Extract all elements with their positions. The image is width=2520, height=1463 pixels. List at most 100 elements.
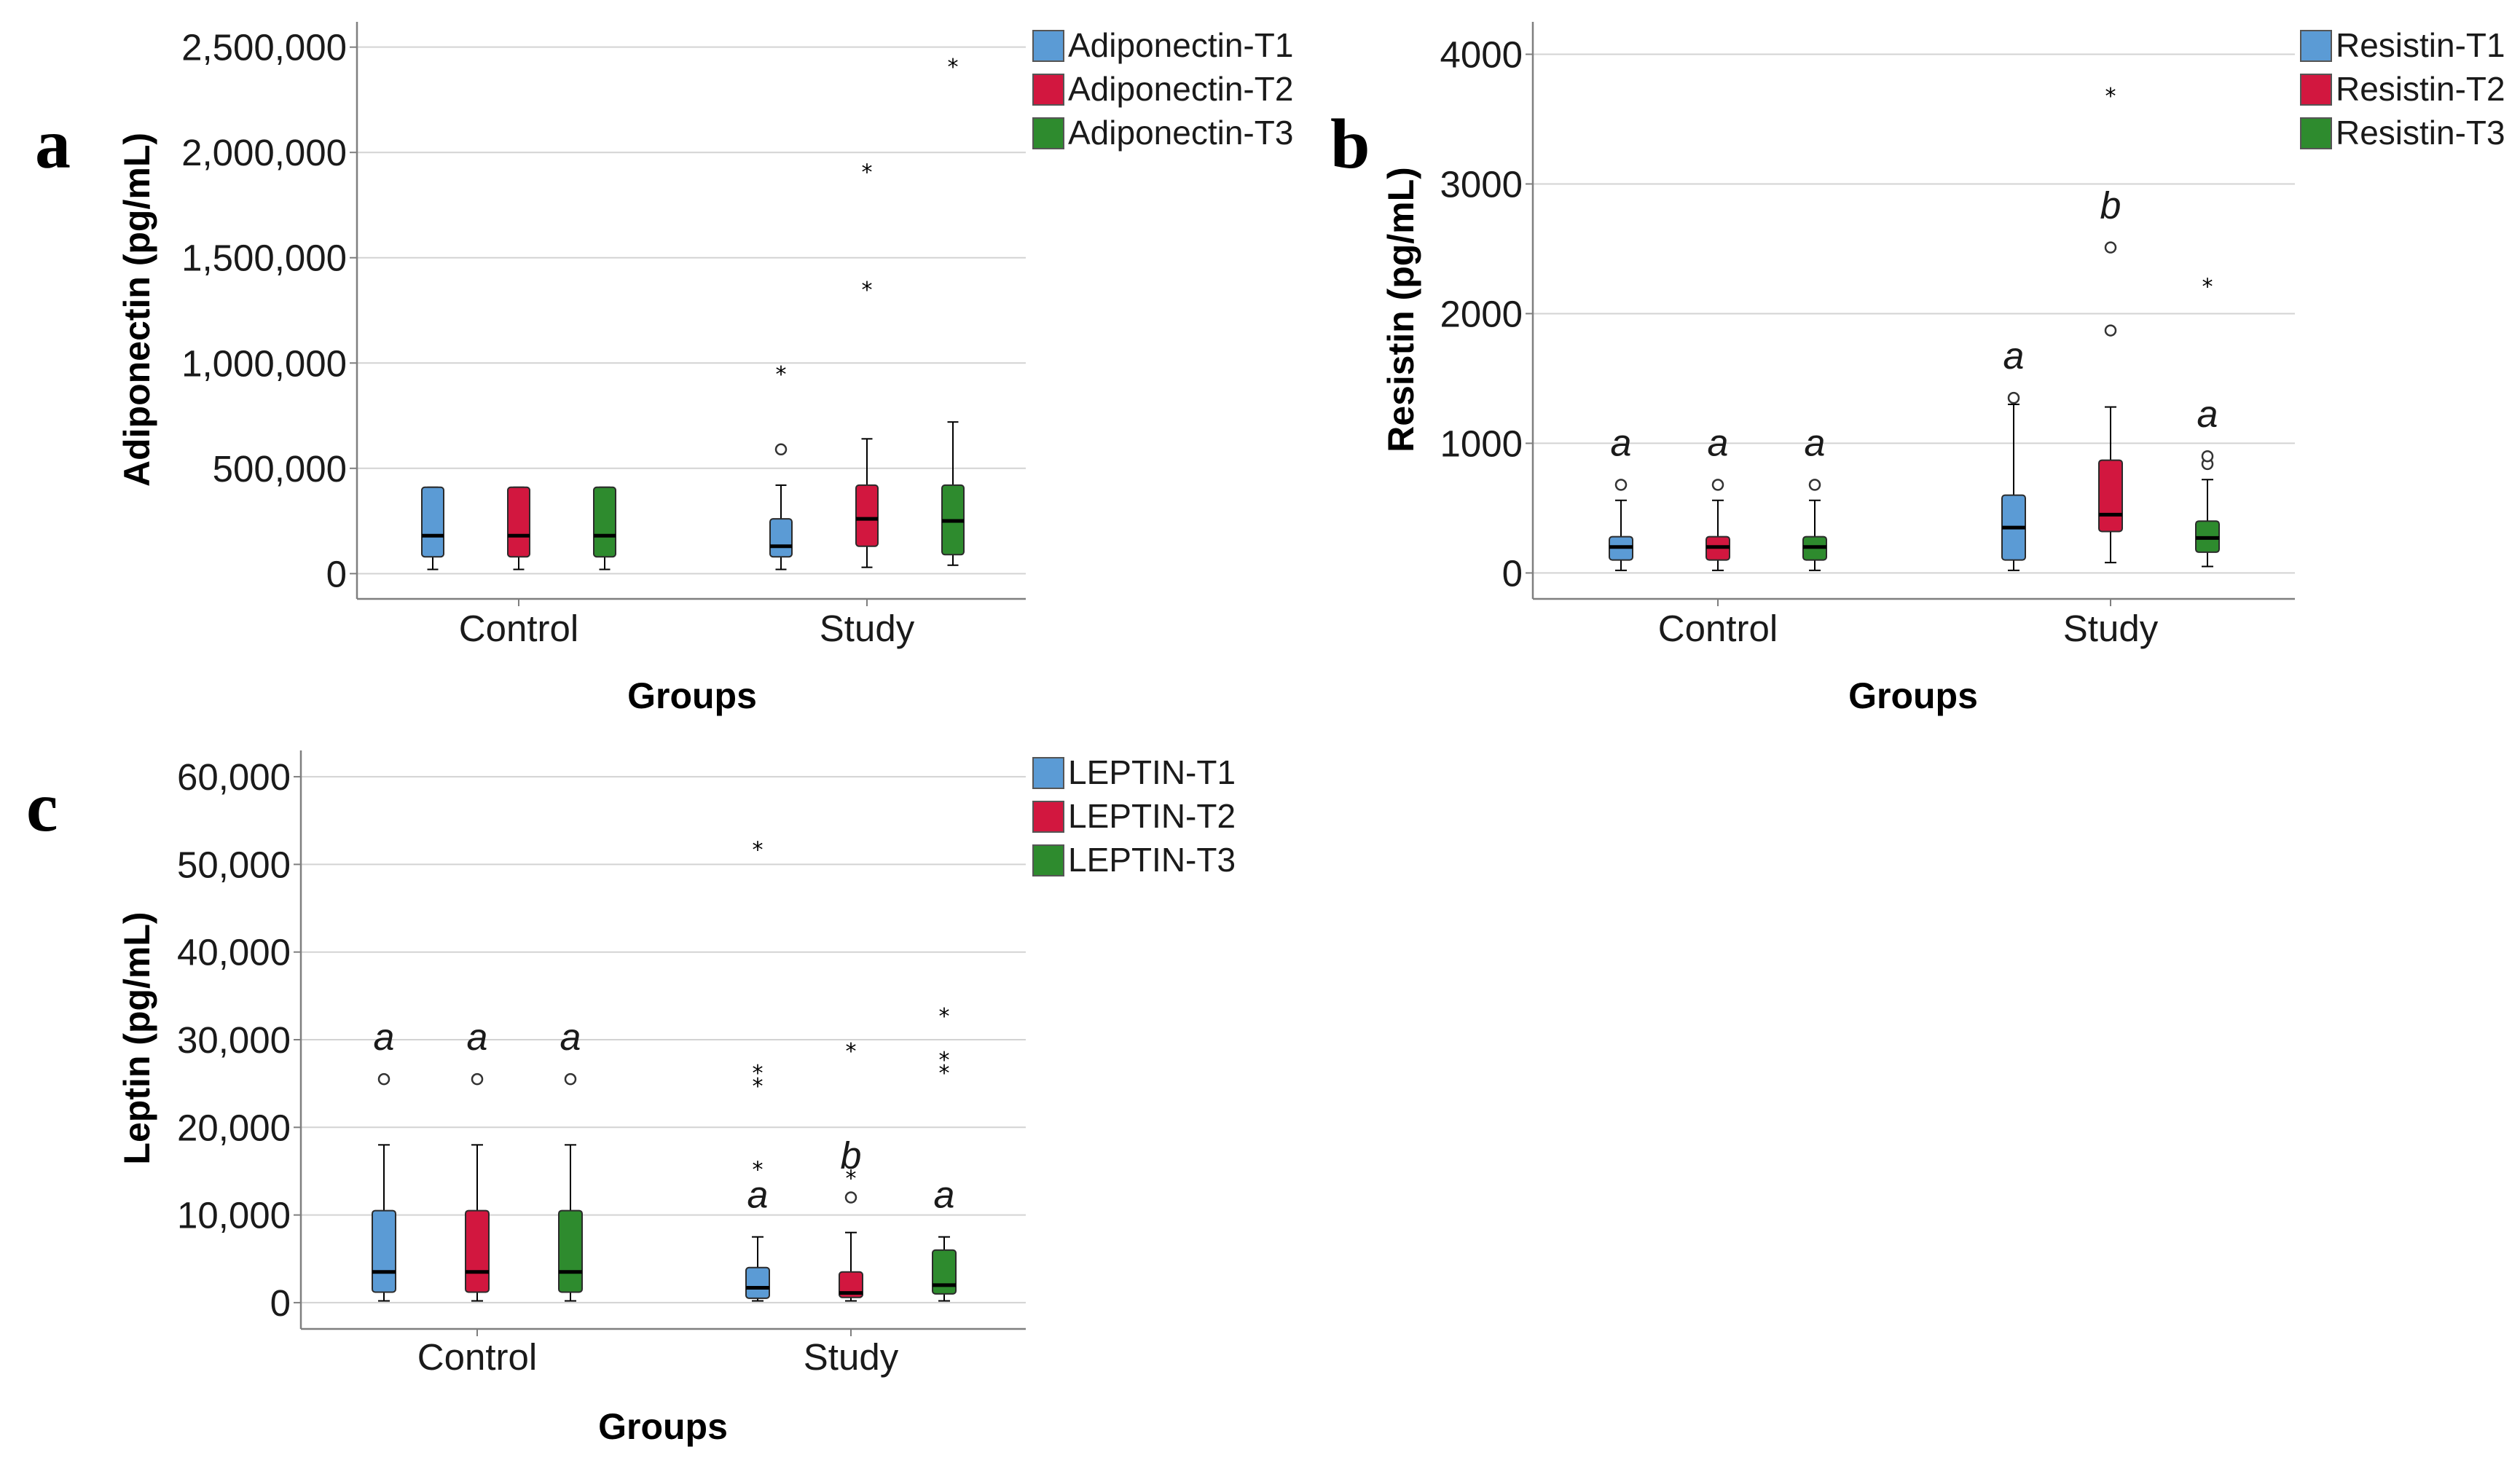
outlier-point: [377, 1072, 390, 1086]
panel-c: c 0 10,000 20,000 30,000 40,000 50,000 60,000 Co…: [26, 750, 1236, 1447]
x-axis-title: Groups: [627, 675, 757, 716]
box-iqr: [839, 1271, 863, 1298]
x-tick-label: Study: [2063, 608, 2159, 649]
extreme-point: *: [2105, 84, 2116, 109]
y-tick-label: 2000: [1440, 293, 1523, 334]
outlier-point: [1711, 479, 1724, 491]
legend-swatch: [1032, 844, 1064, 876]
box-iqr: [465, 1209, 490, 1293]
y-tick-label: 1,500,000: [181, 238, 347, 279]
legend: Resistin-T1 Resistin-T2 Resistin-T3: [2300, 26, 2505, 152]
extreme-point: *: [2202, 275, 2213, 300]
legend-label: Resistin-T2: [2336, 70, 2505, 108]
outlier-point: [2201, 450, 2214, 463]
x-axis-title: Groups: [598, 1406, 728, 1447]
outlier-point: [564, 1072, 577, 1086]
y-tick-label: 2,500,000: [181, 27, 347, 68]
extreme-point: *: [753, 1061, 764, 1086]
panel-b: b 0 1000 2000 3000 4000 Control Study Groups Resi…: [1330, 22, 2505, 716]
panel-letter: c: [26, 768, 58, 847]
box-iqr: [372, 1209, 396, 1293]
legend-label: LEPTIN-T2: [1068, 797, 1236, 835]
panel-letter: a: [35, 105, 71, 184]
extreme-point: *: [753, 1074, 764, 1099]
box-iqr: [2098, 459, 2123, 533]
legend-label: LEPTIN-T1: [1068, 753, 1236, 791]
significance-letter: a: [747, 1174, 769, 1217]
box-study-t1: a: [2001, 335, 2026, 571]
y-axis-title: Leptin (pg/mL): [117, 911, 157, 1164]
box-study-t3: ***a: [932, 1004, 957, 1302]
box-control-t2: a: [1705, 422, 1730, 571]
significance-letter: a: [560, 1016, 581, 1059]
legend-swatch: [1032, 30, 1064, 62]
y-tick-label: 500,000: [213, 448, 347, 490]
extreme-point: *: [753, 1157, 764, 1182]
significance-letter: b: [2100, 185, 2121, 227]
box-iqr: [421, 486, 444, 558]
box-iqr: [855, 484, 879, 547]
y-tick-label: 0: [270, 1282, 291, 1324]
legend-swatch: [1032, 117, 1064, 149]
significance-letter: a: [1805, 422, 1826, 464]
box-control-t3: a: [558, 1016, 583, 1302]
legend-swatch: [1032, 757, 1064, 789]
outlier-point: [2007, 391, 2020, 404]
outlier-point: [844, 1191, 857, 1204]
box-study-t3: *: [941, 55, 965, 566]
box-iqr: [769, 518, 793, 558]
y-tick-label: 1000: [1440, 423, 1523, 464]
x-tick-label: Study: [820, 608, 915, 649]
extreme-point: *: [846, 1039, 857, 1064]
extreme-point: *: [776, 362, 787, 388]
y-tick-label: 30,000: [177, 1019, 291, 1061]
outlier-point: [1808, 479, 1821, 491]
outlier-point: [471, 1072, 484, 1086]
y-tick-label: 1,000,000: [181, 342, 347, 384]
outlier-point: [2104, 241, 2117, 254]
box-control-t3: [593, 486, 616, 570]
y-axis-title: Adiponectin (pg/mL): [117, 133, 157, 487]
legend-label: Resistin-T1: [2336, 26, 2505, 64]
x-tick-label: Study: [804, 1336, 899, 1378]
significance-letter: a: [2197, 393, 2218, 436]
box-control-t1: a: [1609, 422, 1633, 571]
extreme-point: *: [939, 1048, 950, 1073]
box-control-t2: [507, 486, 530, 570]
x-axis-title: Groups: [1848, 675, 1978, 716]
box-study-t2: **b: [839, 1039, 863, 1302]
outlier-point: [2104, 324, 2117, 337]
box-study-t2: *b: [2098, 84, 2123, 564]
y-tick-label: 20,000: [177, 1107, 291, 1148]
legend-label: LEPTIN-T3: [1068, 841, 1236, 879]
box-control-t3: a: [1802, 422, 1827, 571]
significance-letter: a: [934, 1174, 955, 1217]
y-tick-label: 0: [326, 553, 347, 595]
y-tick-label: 50,000: [177, 844, 291, 885]
box-iqr: [558, 1209, 583, 1293]
legend-swatch: [2300, 117, 2332, 149]
outlier-point: [1614, 479, 1628, 491]
panel-letter: b: [1330, 105, 1370, 184]
extreme-point: *: [753, 837, 764, 863]
extreme-point: *: [939, 1004, 950, 1029]
y-tick-label: 10,000: [177, 1195, 291, 1236]
box-study-t1: *: [769, 362, 793, 570]
y-tick-label: 2,000,000: [181, 132, 347, 173]
legend: Adiponectin-T1 Adiponectin-T2 Adiponectin-…: [1032, 26, 1293, 152]
y-tick-label: 0: [1502, 552, 1523, 594]
legend-label: Adiponectin-T2: [1068, 70, 1293, 108]
legend-label: Adiponectin-T3: [1068, 114, 1293, 152]
box-iqr: [932, 1249, 957, 1295]
legend-swatch: [2300, 74, 2332, 106]
y-axis-title: Resistin (pg/mL): [1381, 167, 1421, 452]
legend-swatch: [1032, 74, 1064, 106]
panel-a: a 0 500,000 1,000,000 1,500,000 2,000,000 2,50…: [35, 22, 1293, 716]
box-study-t2: **: [855, 160, 879, 568]
legend-swatch: [2300, 30, 2332, 62]
y-tick-label: 60,000: [177, 756, 291, 798]
legend-label: Adiponectin-T1: [1068, 26, 1293, 64]
box-iqr: [745, 1266, 770, 1299]
extreme-point: *: [846, 1166, 857, 1191]
